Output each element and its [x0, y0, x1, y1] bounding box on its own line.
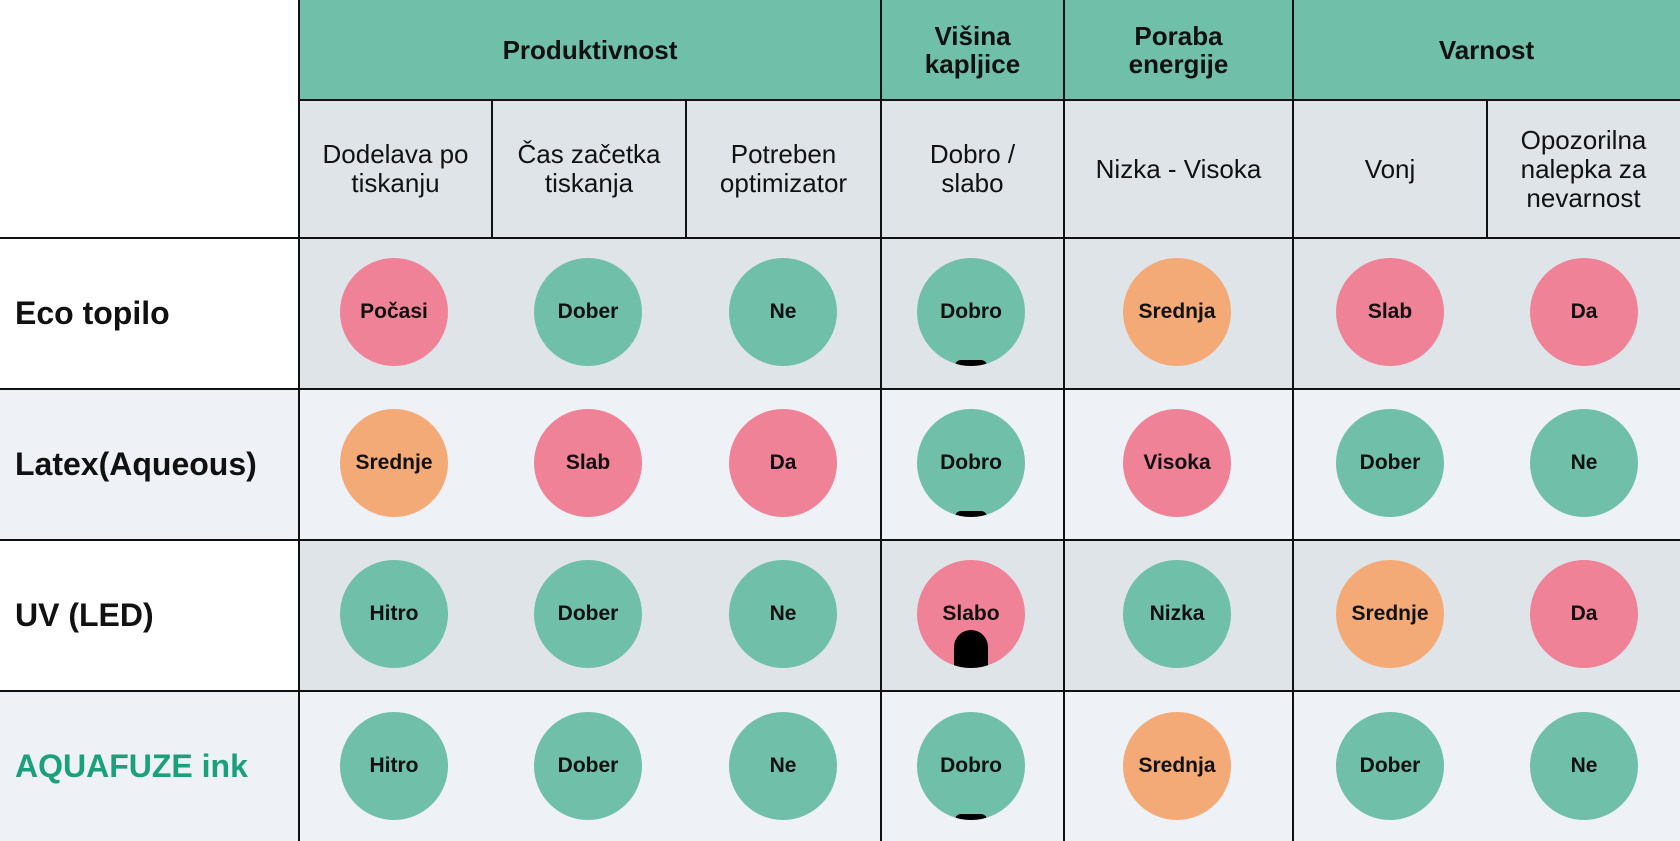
row-label-brand: AQUAFUZE ink — [15, 747, 248, 784]
rating-label: Dober — [1359, 451, 1421, 474]
subheader-hazard-label: Opozorilna nalepka za nevarnost — [1487, 100, 1680, 238]
rating-circle: Dober — [534, 560, 642, 668]
row-label: Latex(Aqueous) — [15, 446, 257, 482]
rating-circle: Ne — [729, 258, 837, 366]
rating-circle: Slab — [1336, 258, 1444, 366]
rating-circle: Dober — [1336, 409, 1444, 517]
divider — [0, 388, 1680, 390]
rating-circle: Ne — [729, 560, 837, 668]
rating-label: Srednja — [1138, 300, 1216, 323]
rating-label: Dobro — [940, 300, 1002, 323]
rating-label: Ne — [1570, 451, 1598, 474]
rating-circle: Visoka — [1123, 409, 1231, 517]
row-label: Eco topilo — [15, 295, 170, 331]
divider — [299, 99, 1680, 101]
rating-label: Ne — [769, 300, 797, 323]
rating-circle: Da — [1530, 560, 1638, 668]
rating-label: Srednje — [355, 451, 433, 474]
rating-circle: Srednja — [1123, 712, 1231, 820]
divider — [880, 0, 882, 841]
rating-circle: Dobro — [917, 258, 1025, 366]
group-header-energy: Poraba energije — [1064, 0, 1293, 100]
rating-label: Počasi — [360, 300, 428, 323]
rating-circle: Dobro — [917, 712, 1025, 820]
divider — [1292, 0, 1294, 841]
rating-circle: Srednje — [1336, 560, 1444, 668]
group-header-droplet-height: Višina kapljice — [881, 0, 1064, 100]
rating-label: Dober — [557, 300, 619, 323]
rating-circle: Slabo — [917, 560, 1025, 668]
rating-circle: Počasi — [340, 258, 448, 366]
droplet-icon — [954, 630, 988, 668]
rating-label: Hitro — [369, 754, 419, 777]
rating-label: Dobro — [940, 451, 1002, 474]
rating-circle: Dober — [534, 258, 642, 366]
rating-circle: Nizka — [1123, 560, 1231, 668]
rating-label: Slab — [565, 451, 611, 474]
rating-circle: Dober — [1336, 712, 1444, 820]
rating-label: Dobro — [940, 754, 1002, 777]
rating-circle: Dober — [534, 712, 642, 820]
droplet-icon — [955, 814, 987, 820]
rating-label: Dober — [557, 754, 619, 777]
rating-circle: Hitro — [340, 560, 448, 668]
rating-circle: Da — [1530, 258, 1638, 366]
droplet-icon — [955, 511, 987, 517]
divider — [1063, 0, 1065, 841]
group-header-productivity: Produktivnost — [299, 0, 881, 100]
rating-circle: Da — [729, 409, 837, 517]
rating-circle: Slab — [534, 409, 642, 517]
rating-label: Dober — [1359, 754, 1421, 777]
rating-circle: Srednje — [340, 409, 448, 517]
rating-label: Da — [1570, 300, 1598, 323]
subheader-finishing: Dodelava po tiskanju — [299, 100, 492, 238]
rating-label: Ne — [1570, 754, 1598, 777]
rating-circle: Srednja — [1123, 258, 1231, 366]
rating-label: Visoka — [1143, 451, 1211, 474]
group-header-safety: Varnost — [1293, 0, 1680, 100]
rating-circle: Hitro — [340, 712, 448, 820]
rating-label: Da — [1570, 602, 1598, 625]
rating-circle: Ne — [1530, 712, 1638, 820]
rating-label: Nizka — [1149, 602, 1205, 625]
rating-circle: Dobro — [917, 409, 1025, 517]
divider — [685, 100, 687, 238]
subheader-start-time: Čas začetka tiskanja — [492, 100, 686, 238]
subheader-optimizer: Potreben optimizator — [686, 100, 881, 238]
divider — [491, 100, 493, 238]
rating-circle: Ne — [1530, 409, 1638, 517]
rating-label: Da — [769, 451, 797, 474]
row-label: UV (LED) — [15, 597, 154, 633]
subheader-good-bad: Dobro / slabo — [881, 100, 1064, 238]
subheader-odor: Vonj — [1293, 100, 1487, 238]
divider — [0, 237, 1680, 239]
rating-label: Dober — [557, 602, 619, 625]
divider — [0, 690, 1680, 692]
rating-label: Srednje — [1351, 602, 1429, 625]
rating-label: Ne — [769, 602, 797, 625]
rating-label: Srednja — [1138, 754, 1216, 777]
subheader-low-high: Nizka - Visoka — [1064, 100, 1293, 238]
rating-label: Slab — [1367, 300, 1413, 323]
rating-label: Hitro — [369, 602, 419, 625]
droplet-icon — [955, 360, 987, 366]
rating-label: Ne — [769, 754, 797, 777]
divider — [0, 539, 1680, 541]
divider — [298, 0, 300, 841]
rating-circle: Ne — [729, 712, 837, 820]
divider — [1486, 100, 1488, 238]
rating-label: Slabo — [942, 602, 1000, 625]
